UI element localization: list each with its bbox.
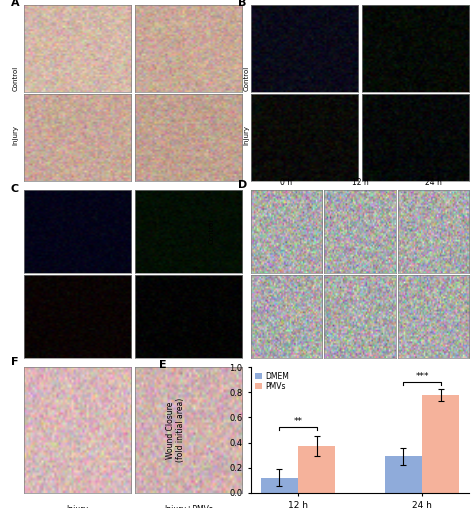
- Y-axis label: Wound Closure
(fold initial area): Wound Closure (fold initial area): [166, 398, 185, 462]
- Text: C: C: [11, 184, 19, 194]
- Bar: [261, 478, 298, 493]
- Text: 0 h: 0 h: [281, 178, 292, 187]
- Legend: DMEM, PMVs: DMEM, PMVs: [255, 371, 290, 392]
- Bar: [385, 456, 422, 493]
- Text: Control: Control: [244, 66, 249, 91]
- Text: PMVs: PMVs: [209, 307, 215, 326]
- Text: Control: Control: [209, 219, 215, 244]
- Bar: [422, 395, 459, 493]
- Bar: [298, 447, 335, 493]
- Text: 12 h: 12 h: [352, 178, 368, 187]
- Text: ***: ***: [415, 372, 429, 381]
- Text: Injury: Injury: [66, 505, 89, 508]
- Text: E: E: [159, 360, 167, 370]
- Text: B: B: [238, 0, 246, 8]
- Text: Control: Control: [13, 66, 18, 91]
- Text: F: F: [11, 357, 18, 367]
- Text: Injury: Injury: [244, 124, 249, 145]
- Text: Injury: Injury: [13, 124, 18, 145]
- Text: Injury+PMVs: Injury+PMVs: [164, 505, 213, 508]
- Text: D: D: [238, 180, 247, 190]
- Text: **: **: [293, 417, 302, 426]
- Text: A: A: [11, 0, 19, 8]
- Text: 24 h: 24 h: [425, 178, 442, 187]
